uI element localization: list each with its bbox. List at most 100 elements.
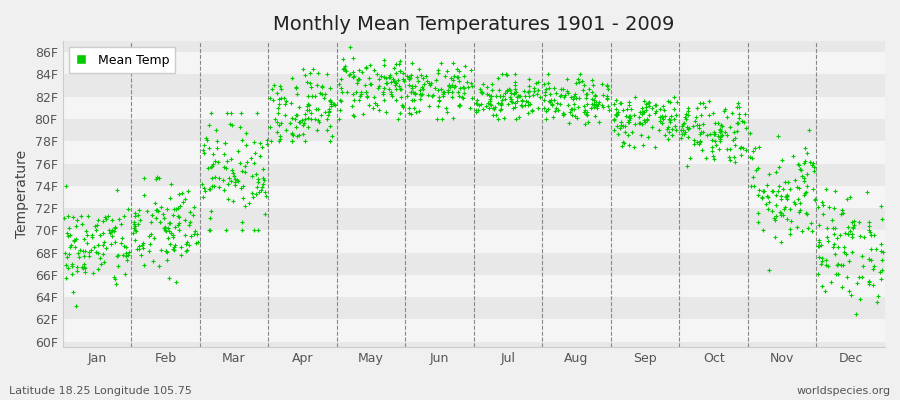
- Point: [352, 76, 366, 82]
- Y-axis label: Temperature: Temperature: [15, 150, 29, 238]
- Point: [743, 182, 758, 189]
- Point: [441, 88, 455, 95]
- Point: [159, 257, 174, 263]
- Point: [376, 85, 391, 92]
- Point: [652, 114, 667, 120]
- Point: [728, 135, 742, 142]
- Point: [383, 79, 398, 85]
- Point: [259, 136, 274, 143]
- Point: [152, 262, 166, 269]
- Point: [230, 148, 245, 154]
- Point: [658, 132, 672, 138]
- Point: [731, 120, 745, 126]
- Point: [508, 82, 522, 88]
- Point: [158, 248, 173, 254]
- Point: [855, 252, 869, 259]
- Point: [437, 72, 452, 79]
- Point: [185, 212, 200, 218]
- Point: [788, 177, 802, 183]
- Point: [388, 78, 402, 85]
- Point: [310, 82, 324, 88]
- Point: [292, 104, 307, 110]
- Point: [336, 55, 350, 62]
- Point: [86, 269, 100, 276]
- Point: [826, 205, 841, 211]
- Point: [680, 163, 694, 169]
- Point: [812, 254, 826, 260]
- Point: [333, 97, 347, 103]
- Point: [866, 266, 880, 273]
- Point: [567, 106, 581, 112]
- Point: [711, 133, 725, 140]
- Point: [590, 103, 605, 110]
- Point: [332, 116, 347, 122]
- Point: [800, 211, 814, 217]
- Point: [238, 202, 252, 209]
- Point: [697, 121, 711, 127]
- Point: [558, 92, 572, 98]
- Point: [333, 76, 347, 82]
- Point: [639, 107, 653, 113]
- Point: [707, 138, 722, 144]
- Point: [783, 206, 797, 212]
- Point: [382, 72, 397, 78]
- Point: [522, 93, 536, 99]
- Point: [421, 103, 436, 110]
- Point: [751, 219, 765, 225]
- Point: [811, 243, 825, 249]
- Point: [696, 100, 710, 106]
- Point: [91, 266, 105, 272]
- Point: [440, 68, 454, 74]
- Point: [172, 220, 186, 226]
- Point: [568, 113, 582, 119]
- Point: [486, 104, 500, 111]
- Point: [491, 74, 505, 81]
- Point: [442, 83, 456, 89]
- Point: [200, 137, 214, 144]
- Point: [674, 130, 688, 137]
- Point: [845, 234, 859, 240]
- Point: [452, 102, 466, 108]
- Point: [464, 94, 479, 101]
- Point: [249, 191, 264, 198]
- Point: [232, 160, 247, 166]
- Point: [780, 196, 795, 202]
- Point: [154, 204, 168, 210]
- Point: [80, 232, 94, 238]
- Point: [405, 96, 419, 103]
- Point: [377, 62, 392, 69]
- Point: [219, 227, 233, 234]
- Point: [440, 109, 454, 116]
- Point: [386, 77, 400, 84]
- Point: [78, 247, 93, 254]
- Point: [681, 112, 696, 118]
- Point: [377, 96, 392, 103]
- Point: [308, 93, 322, 99]
- Point: [107, 224, 122, 231]
- Point: [730, 120, 744, 126]
- Point: [272, 138, 286, 144]
- Point: [131, 207, 146, 214]
- Point: [137, 175, 151, 181]
- Point: [554, 91, 568, 98]
- Point: [510, 94, 525, 101]
- Point: [760, 182, 775, 188]
- Point: [272, 101, 286, 107]
- Point: [580, 112, 594, 118]
- Point: [284, 100, 299, 106]
- Point: [577, 108, 591, 115]
- Point: [814, 257, 829, 264]
- Point: [769, 169, 783, 175]
- Point: [702, 97, 716, 104]
- Point: [382, 74, 397, 80]
- Point: [377, 57, 392, 63]
- Point: [564, 94, 579, 100]
- Point: [771, 187, 786, 194]
- Point: [96, 218, 111, 224]
- Point: [609, 112, 624, 119]
- Bar: [62, 186, 885, 208]
- Point: [507, 90, 521, 97]
- Point: [522, 83, 536, 89]
- Point: [383, 91, 398, 97]
- Point: [456, 94, 471, 101]
